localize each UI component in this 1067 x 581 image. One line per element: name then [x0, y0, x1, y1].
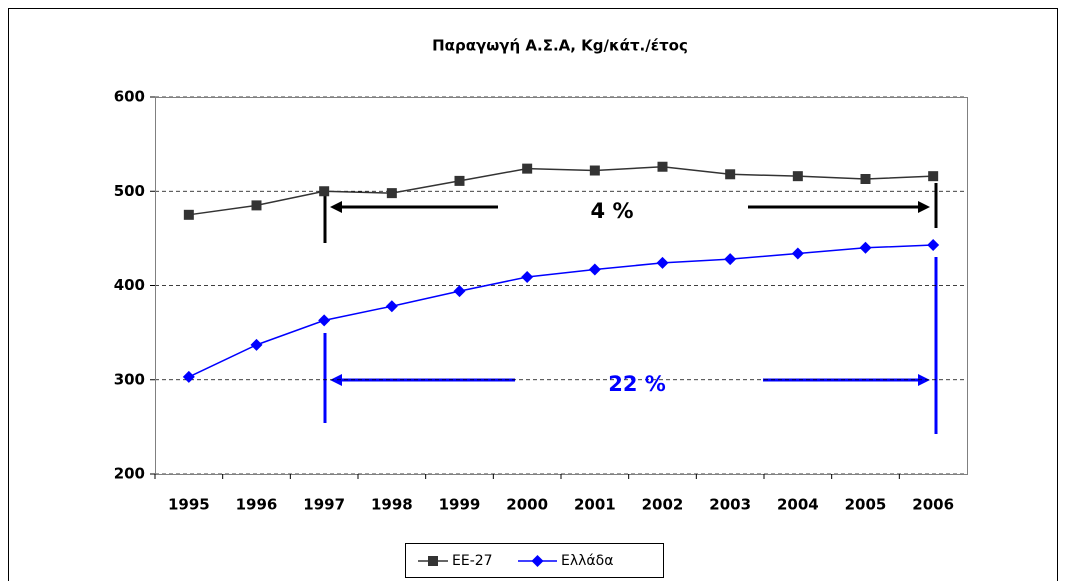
data-point [522, 163, 533, 174]
data-point [183, 209, 194, 220]
data-point [724, 253, 737, 266]
y-tick-label: 400 [114, 276, 145, 294]
data-point [318, 314, 331, 327]
x-tick-label: 2004 [777, 496, 819, 514]
y-tick-label: 600 [114, 88, 145, 106]
data-point [251, 200, 262, 211]
data-point [859, 241, 872, 254]
x-tick-label: 2003 [709, 496, 751, 514]
data-point [792, 171, 803, 182]
x-tick-label: 2005 [845, 496, 887, 514]
data-point [385, 300, 398, 313]
data-point [725, 169, 736, 180]
x-tick-label: 2002 [642, 496, 684, 514]
data-point [588, 263, 601, 276]
data-point [453, 285, 466, 298]
x-tick-label: 2000 [506, 496, 548, 514]
x-tick-label: 1998 [371, 496, 413, 514]
chart-title: Παραγωγή Α.Σ.Α, Kg/κάτ./έτος [432, 37, 688, 55]
x-tick-label: 1997 [303, 496, 345, 514]
data-point [319, 186, 330, 197]
legend-marker [428, 556, 438, 566]
annotation: 22 % [608, 372, 666, 396]
data-point [454, 175, 465, 186]
data-point [928, 171, 939, 182]
data-point [250, 338, 263, 351]
data-point [657, 161, 668, 172]
x-tick-label: 1995 [168, 496, 210, 514]
data-point [656, 256, 669, 269]
legend-label: Ελλάδα [561, 553, 613, 569]
y-tick-label: 200 [114, 465, 145, 483]
data-point [791, 247, 804, 260]
x-tick-label: 1996 [236, 496, 278, 514]
series-line [188, 165, 934, 216]
legend-marker [531, 555, 544, 567]
x-tick-label: 2006 [912, 496, 954, 514]
x-tick-label: 1999 [439, 496, 481, 514]
data-point [589, 165, 600, 176]
data-point [182, 370, 195, 383]
y-tick-label: 500 [114, 182, 145, 200]
y-tick-label: 300 [114, 370, 145, 388]
x-tick-label: 2001 [574, 496, 616, 514]
data-point [386, 188, 397, 199]
legend-label: ΕΕ-27 [452, 553, 493, 569]
series-line [188, 244, 934, 378]
chart-border [8, 8, 1058, 581]
data-point [927, 238, 940, 251]
data-point [521, 271, 534, 284]
annotation: 4 % [591, 199, 634, 223]
data-point [860, 173, 871, 184]
